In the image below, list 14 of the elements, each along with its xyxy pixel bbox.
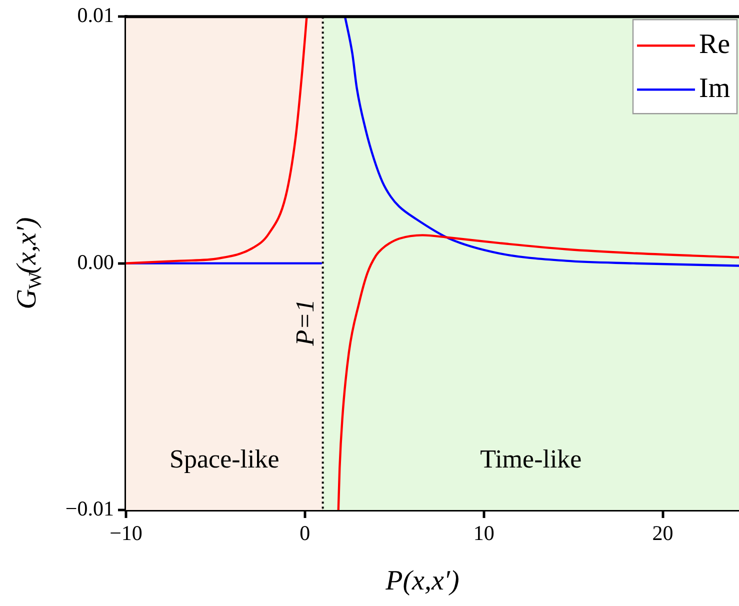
legend-label: Im — [699, 72, 730, 104]
legend-label: Re — [699, 28, 730, 60]
y-axis-title: GW(x,x′) — [11, 217, 46, 310]
x-tick-label: 10 — [473, 521, 494, 546]
band-label: Time-like — [480, 444, 582, 474]
ref-line-label: P=1 — [290, 299, 320, 347]
y-tick-label: 0.01 — [77, 3, 114, 28]
x-tick-label: −10 — [110, 521, 142, 546]
y-tick-label: 0.00 — [77, 250, 114, 274]
x-axis-title: P(x,x′) — [384, 565, 460, 596]
y-tick-label: −0.01 — [65, 496, 114, 521]
x-tick-label: 0 — [300, 521, 310, 546]
band-label: Space-like — [170, 444, 280, 474]
x-tick-label: 20 — [652, 521, 674, 546]
